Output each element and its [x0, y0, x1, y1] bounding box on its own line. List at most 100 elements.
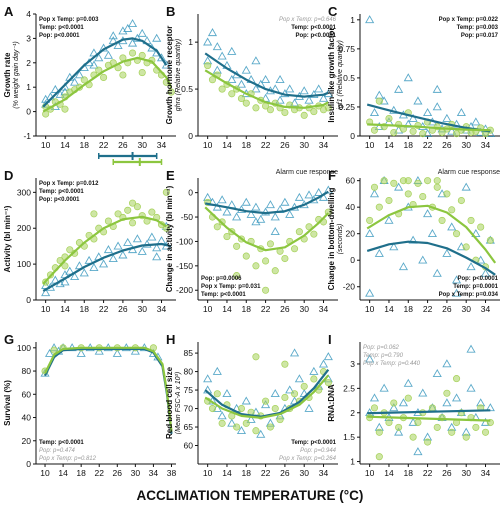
y-axis-label: Survival (%): [3, 380, 12, 426]
y-tick-label: 200: [17, 223, 31, 233]
data-point-triangle: [471, 228, 481, 237]
x-tick-label: 18: [80, 304, 90, 314]
data-point-circle: [242, 419, 250, 427]
stat-line: Temp: p<0.0001: [39, 189, 84, 195]
data-point-triangle: [147, 232, 157, 241]
data-point-circle: [390, 179, 398, 187]
data-point-triangle: [471, 117, 481, 126]
data-point-triangle: [384, 215, 394, 224]
data-point-triangle: [227, 418, 237, 427]
data-point-circle: [266, 240, 274, 248]
data-point-triangle: [113, 41, 123, 50]
data-point-triangle: [236, 426, 247, 435]
data-point-triangle: [275, 74, 285, 83]
y-tick-label: 1: [26, 82, 31, 92]
data-point-triangle: [74, 70, 85, 79]
data-point-triangle: [270, 212, 280, 221]
data-point-triangle: [89, 48, 99, 57]
data-point-circle: [162, 188, 170, 196]
data-point-triangle: [369, 108, 380, 117]
y-tick-label: 3: [350, 359, 355, 369]
data-point-circle: [424, 177, 432, 185]
x-tick-label: 34: [157, 304, 167, 314]
y-tick-label: 80: [184, 367, 194, 377]
data-point-triangle: [99, 259, 109, 268]
data-point-triangle: [251, 202, 261, 211]
fit-curve-blue: [366, 103, 491, 133]
y-axis-label: Red blood cell size: [165, 366, 174, 439]
data-point-circle: [242, 252, 250, 260]
y-tick-label: 40: [22, 413, 32, 423]
data-point-triangle: [485, 403, 495, 412]
data-point-triangle: [442, 359, 452, 368]
x-tick-label: 30: [137, 304, 147, 314]
data-point-triangle: [60, 277, 70, 286]
data-point-circle: [114, 210, 122, 218]
data-point-circle: [462, 243, 470, 251]
data-point-triangle: [203, 374, 213, 383]
x-tick-label: 34: [157, 140, 167, 150]
data-point-triangle: [403, 73, 413, 82]
data-point-triangle: [466, 262, 476, 271]
y-tick-label: 0: [26, 107, 31, 117]
data-point-circle: [100, 73, 108, 81]
x-tick-label: 30: [299, 304, 309, 314]
data-point-triangle: [451, 393, 462, 402]
y-axis-label: Change in activity (bl min⁻¹): [165, 185, 174, 292]
data-point-triangle: [427, 228, 437, 237]
x-tick-label: 14: [60, 140, 70, 150]
stat-line: Temp: p=0.0001: [453, 284, 498, 290]
data-point-triangle: [451, 288, 462, 297]
fit-curve-blue: [44, 347, 173, 434]
data-point-circle: [281, 360, 289, 368]
data-point-triangle: [418, 255, 428, 264]
x-tick-label: 22: [423, 468, 433, 478]
panel-h: H Red blood cell size (Mean FSC-A x 10³)60…: [165, 332, 338, 478]
y-tick-label: 100: [17, 343, 31, 353]
data-point-triangle: [280, 197, 290, 206]
data-point-triangle: [118, 250, 128, 259]
data-point-triangle: [304, 403, 314, 412]
data-point-triangle: [466, 383, 476, 392]
x-tick-label: 30: [299, 140, 309, 150]
data-point-triangle: [408, 235, 418, 244]
y-tick-label: 0.25: [338, 102, 355, 112]
x-tick-label: 30: [461, 140, 471, 150]
data-point-triangle: [403, 378, 413, 387]
data-point-circle: [271, 404, 279, 413]
data-point-triangle: [466, 344, 476, 353]
x-tick-label: 30: [299, 468, 309, 478]
x-tick-label: 14: [222, 468, 232, 478]
data-point-circle: [218, 419, 226, 427]
data-point-circle: [453, 375, 461, 383]
data-point-circle: [300, 111, 308, 119]
x-tick-label: 18: [76, 468, 86, 478]
stat-line: Pop: p<0.0001: [39, 33, 80, 39]
data-point-circle: [291, 390, 299, 398]
panel-c: C Insulin-like growth factor igf1 (Relativ…: [327, 4, 500, 150]
x-tick-label: 18: [242, 140, 252, 150]
x-tick-label: 14: [384, 304, 394, 314]
y-tick-label: 3: [26, 33, 31, 43]
stat-line: Pop: p<0.0001: [457, 276, 498, 282]
data-point-circle: [467, 216, 475, 224]
data-point-circle: [385, 115, 393, 123]
x-tick-label: 34: [481, 140, 491, 150]
x-tick-label: 26: [118, 140, 128, 150]
y-axis-sublabel: igf1 (Relative quantity): [337, 40, 344, 110]
data-point-triangle: [251, 84, 261, 93]
data-point-circle: [213, 223, 221, 231]
panel-d: D Activity (bl min⁻¹) 0 100 200 300 10 14 18 22 26…: [3, 168, 176, 314]
x-tick-label: 10: [365, 140, 375, 150]
x-tick-label: 10: [41, 140, 51, 150]
y-tick-label: 1: [350, 457, 355, 467]
x-tick-label: 10: [365, 304, 375, 314]
x-tick-label: 30: [131, 468, 141, 478]
data-point-triangle: [127, 19, 138, 28]
y-tick-label: 85: [184, 348, 194, 358]
y-tick-label: 20: [346, 229, 356, 239]
x-tick-label: 26: [280, 304, 290, 314]
data-point-triangle: [285, 209, 295, 218]
annotation: Alarm cue response: [438, 169, 500, 176]
stat-line: Temp: p=0.790: [363, 353, 404, 359]
